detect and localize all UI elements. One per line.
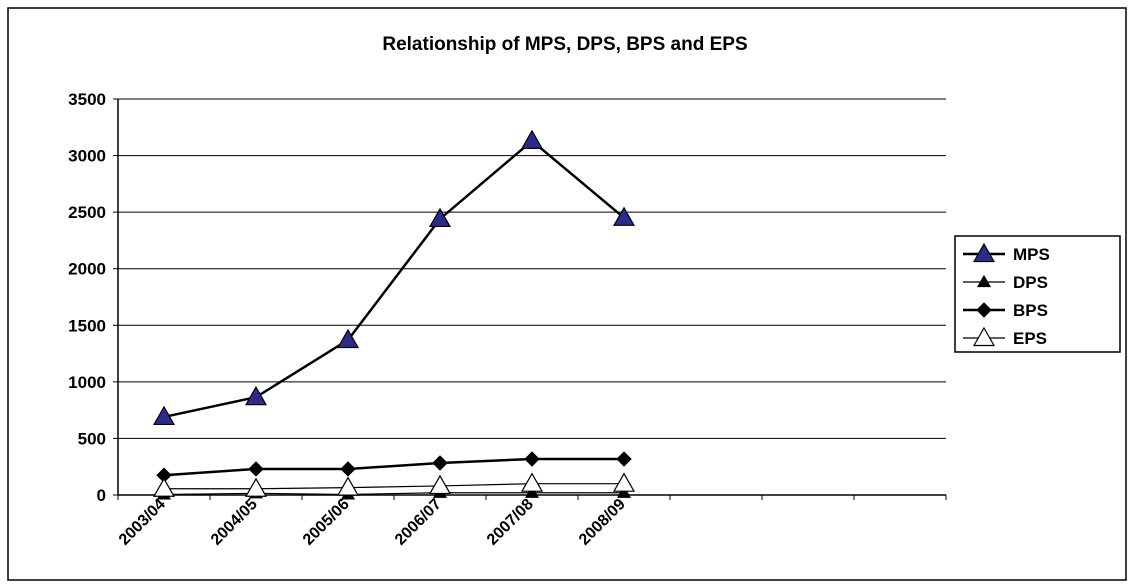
data-point	[340, 461, 356, 477]
y-tick-label: 1000	[68, 373, 106, 392]
legend-marker	[976, 274, 992, 288]
legend-marker	[972, 326, 996, 347]
y-tick-label: 0	[97, 486, 106, 505]
data-point	[248, 461, 264, 477]
y-tick-label: 3000	[68, 147, 106, 166]
series-line	[163, 492, 624, 496]
data-point	[152, 477, 176, 497]
y-tick-label: 3500	[68, 90, 106, 109]
chart-title: Relationship of MPS, DPS, BPS and EPS	[382, 34, 747, 55]
data-point	[524, 485, 540, 498]
data-point	[612, 206, 636, 226]
data-point	[616, 485, 632, 498]
legend-label: EPS	[1013, 329, 1047, 348]
data-point	[520, 129, 544, 149]
data-point	[244, 477, 268, 497]
data-point	[244, 385, 268, 406]
y-tick-label: 2500	[68, 203, 106, 222]
series-line	[163, 457, 624, 477]
legend-label: MPS	[1013, 245, 1050, 264]
legend-marker	[976, 302, 992, 318]
chart-border	[7, 7, 1127, 581]
data-point	[612, 472, 636, 492]
data-point	[152, 405, 176, 426]
data-point	[336, 328, 360, 349]
data-point	[428, 207, 452, 228]
legend-label: BPS	[1013, 301, 1048, 320]
data-point	[520, 472, 544, 492]
data-point	[432, 455, 448, 471]
data-point	[616, 451, 632, 467]
series-line	[163, 139, 625, 419]
data-point	[524, 451, 540, 467]
legend-marker	[972, 242, 996, 263]
y-tick-label: 500	[78, 429, 106, 448]
data-point	[336, 476, 360, 496]
y-tick-label: 2000	[68, 260, 106, 279]
y-tick-label: 1500	[68, 316, 106, 335]
series-line	[164, 483, 624, 490]
legend-label: DPS	[1013, 273, 1048, 292]
data-point	[428, 474, 452, 495]
